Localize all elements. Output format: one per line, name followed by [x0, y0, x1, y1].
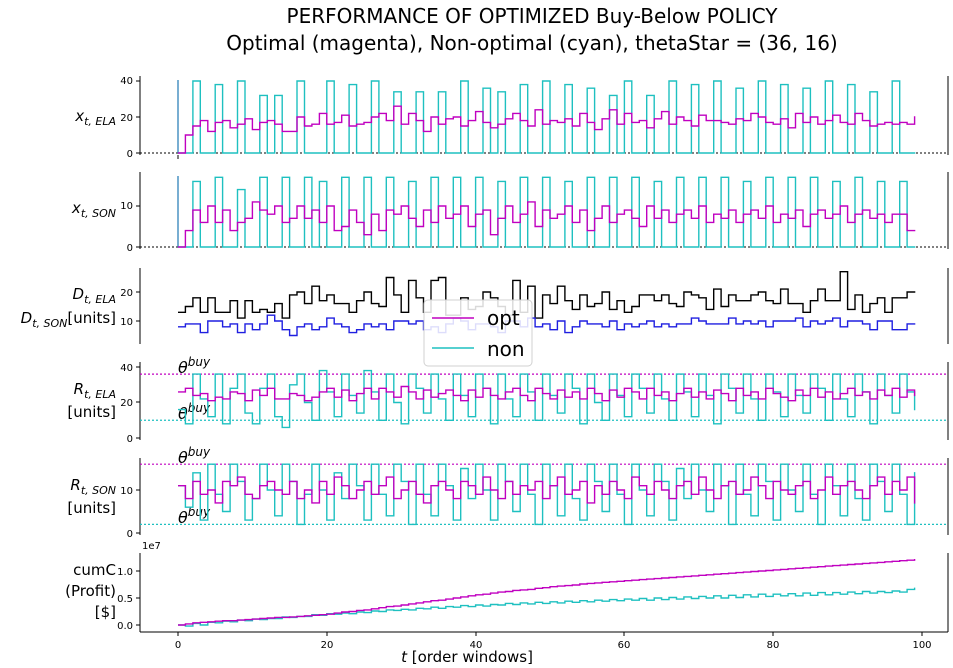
ytick-r-ela-40: 40	[120, 363, 133, 374]
ylabel-x-ela: xt, ELA	[74, 107, 116, 128]
xtick-60: 60	[618, 640, 631, 651]
legend-opt-label: opt	[487, 306, 520, 330]
legend-box	[423, 299, 533, 367]
yticks-x-son	[136, 205, 140, 248]
xtick-100: 100	[912, 640, 931, 651]
xaxis-label: t [order windows]	[401, 648, 533, 666]
series-opt-r-ela	[178, 385, 916, 402]
ytick-demand-20: 20	[120, 288, 133, 299]
ylabel-r-son: Rt, SON	[70, 476, 116, 497]
ylabel-profit-1: cumC	[73, 561, 116, 579]
ylabel-demand-ela: Dt, ELA	[73, 285, 116, 306]
ytick-r-ela-0: 0	[127, 434, 133, 445]
x-axis: 0 20 40 60 80 100 t [order windows]	[175, 632, 932, 666]
legend: opt non	[423, 299, 533, 367]
theta-label-non-r-son: θbuy	[178, 505, 211, 527]
theta-label-non-r-ela: θbuy	[178, 401, 211, 423]
xtick-40: 40	[470, 640, 483, 651]
yticks-r-ela	[136, 366, 140, 439]
ytick-r-son-0: 0	[127, 529, 133, 540]
ylabel-demand-son: Dt, SON[units]	[21, 309, 116, 330]
profit-exponent: 1e7	[142, 541, 161, 552]
panel-r-son: Rt, SON [units] 10 0 θbuy θbuy	[67, 445, 949, 540]
theta-label-opt-r-ela: θbuy	[178, 355, 211, 377]
ylabel-profit-2: (Profit)	[65, 582, 116, 600]
ytick-x-ela-40: 40	[120, 76, 133, 87]
ylabel-r-ela-units: [units]	[67, 403, 116, 421]
series-non-r-son	[178, 463, 916, 526]
xtick-80: 80	[767, 640, 780, 651]
panel-x-ela: xt, ELA 40 20 0	[74, 76, 949, 160]
series-non-x-ela	[178, 80, 916, 154]
ylabel-x-son: xt, SON	[71, 199, 116, 220]
ylabel-r-son-units: [units]	[67, 499, 116, 517]
ytick-demand-10: 10	[120, 317, 133, 328]
ylabel-profit-3: [$]	[95, 603, 116, 621]
panel-profit: 1e7 cumC (Profit) [$] 1.0 0.5 0.0	[65, 541, 949, 633]
xtick-0: 0	[175, 640, 181, 651]
series-demand-son	[178, 314, 916, 337]
panel-r-ela: Rt, ELA [units] 40 20 0 θbuy θbuy	[67, 355, 949, 445]
ylabel-r-ela: Rt, ELA	[74, 380, 116, 401]
yticks-x-ela	[136, 80, 140, 154]
xtick-marks	[177, 632, 923, 636]
xtick-20: 20	[321, 640, 334, 651]
yticks-profit	[136, 570, 140, 626]
yticks-r-son	[136, 489, 140, 534]
chart-title: PERFORMANCE OF OPTIMIZED Buy-Below POLIC…	[287, 4, 779, 28]
series-opt-profit	[178, 559, 916, 626]
ytick-profit-1.0: 1.0	[117, 567, 133, 578]
ytick-r-son-10: 10	[120, 486, 133, 497]
ytick-x-son-0: 0	[127, 243, 133, 254]
series-opt-x-ela	[178, 105, 916, 154]
legend-non-label: non	[487, 337, 525, 361]
series-non-x-son	[178, 176, 916, 248]
ytick-profit-0.5: 0.5	[117, 594, 133, 605]
theta-label-opt-r-son: θbuy	[178, 445, 211, 467]
panel-demand: Dt, ELA Dt, SON[units] 20 10	[21, 268, 949, 344]
ytick-x-ela-20: 20	[120, 113, 133, 124]
chart-subtitle: Optimal (magenta), Non-optimal (cyan), t…	[226, 31, 837, 55]
series-opt-x-son	[178, 201, 916, 248]
series-non-profit	[178, 587, 916, 627]
ytick-profit-0.0: 0.0	[117, 621, 133, 632]
series-demand-ela	[178, 271, 916, 319]
series-opt-r-son	[178, 476, 916, 504]
ytick-x-ela-0: 0	[127, 149, 133, 160]
ytick-x-son-10: 10	[120, 201, 133, 212]
yticks-demand	[136, 291, 140, 322]
panel-x-son: xt, SON 10 0	[71, 172, 949, 254]
ytick-r-ela-20: 20	[120, 398, 133, 409]
